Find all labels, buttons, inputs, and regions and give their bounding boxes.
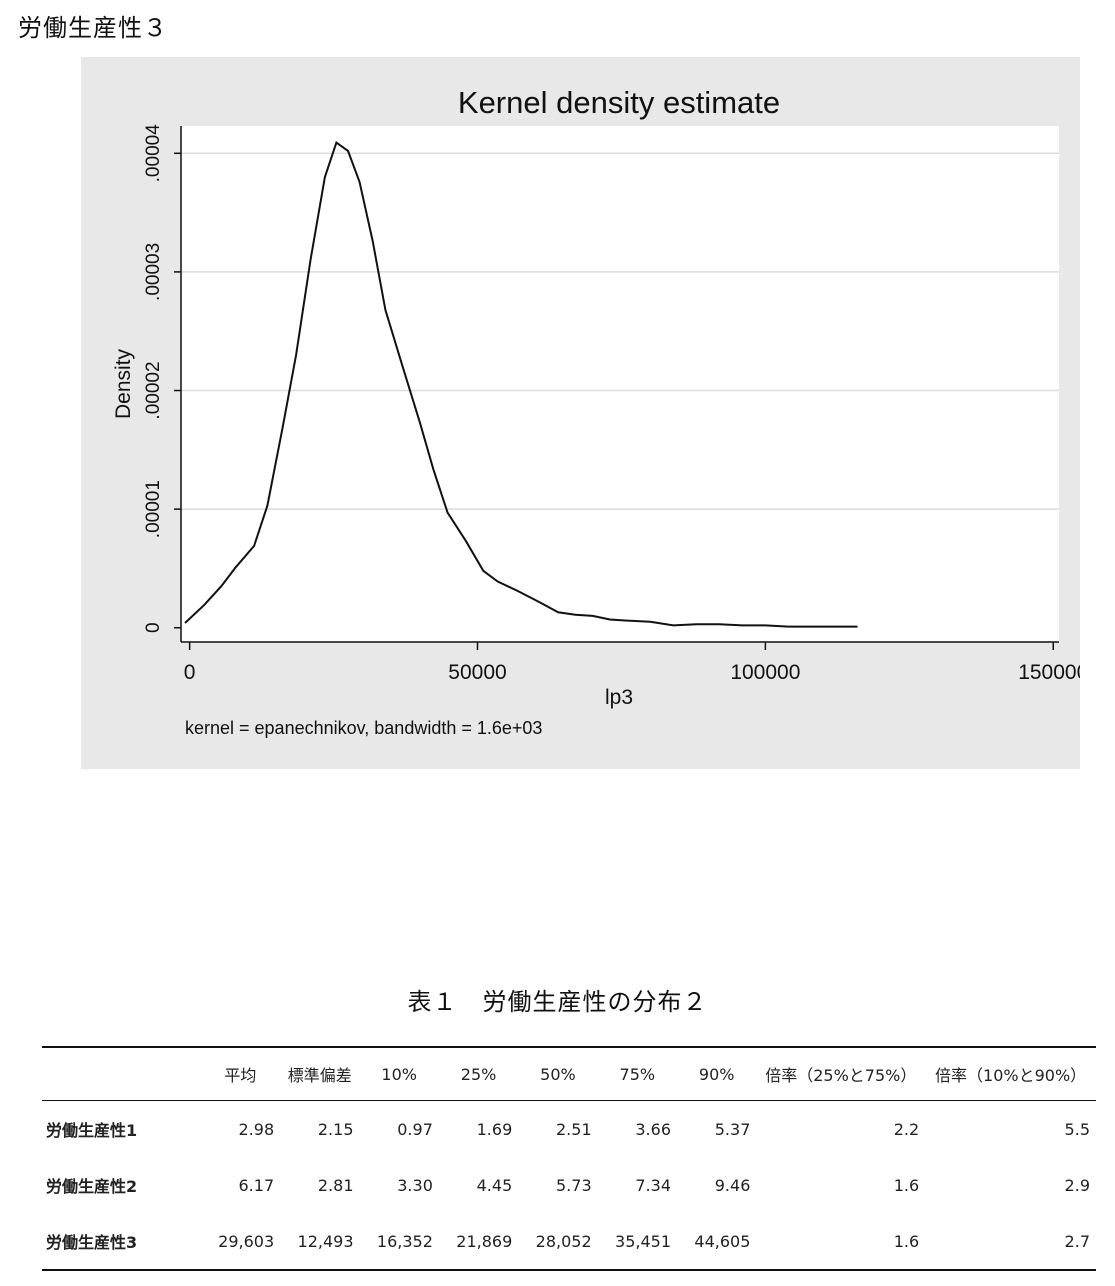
table-cell: 1.6	[893, 1231, 920, 1251]
chart-panel: Kernel density estimate 0 .00001 .00002 .00…	[81, 57, 1080, 769]
table-cell: 28,052	[535, 1231, 592, 1251]
x-axis-label: lp3	[605, 686, 633, 709]
y-tick-label: .00001	[143, 480, 164, 538]
table-cell: 1.69	[476, 1119, 513, 1139]
table-cell: 2.98	[238, 1119, 275, 1139]
table-cell: 16,352	[376, 1231, 433, 1251]
table-cell: 2.2	[893, 1119, 920, 1139]
table-cell: 35,451	[615, 1231, 671, 1251]
x-tick-label: 150000	[1018, 661, 1080, 684]
table-row: 労働生産性3 29,603 12,493 16,352 21,869 28,05…	[42, 1213, 1096, 1270]
kernel-note: kernel = epanechnikov, bandwidth = 1.6e+…	[185, 718, 542, 738]
x-tick-label: 100000	[730, 661, 800, 684]
x-tick-label: 50000	[448, 661, 506, 684]
chart-title: Kernel density estimate	[458, 85, 780, 120]
table-cell: 2.9	[1064, 1175, 1090, 1195]
density-chart: Kernel density estimate 0 .00001 .00002 .00…	[112, 85, 1080, 738]
table-cell: 5.73	[556, 1175, 592, 1195]
table-title: 表１ 労働生産性の分布２	[407, 988, 708, 1016]
table-cell: 3.30	[397, 1175, 433, 1195]
page-heading: 労働生産性３	[18, 14, 168, 42]
table-cell: 5.5	[1064, 1119, 1090, 1139]
y-tick-label: .00004	[143, 124, 164, 183]
header-cell: 25%	[438, 1047, 519, 1101]
table-row: 労働生産性2 6.17 2.81 3.30 4.45 5.73 7.34 9.4…	[42, 1157, 1096, 1213]
row-label: 労働生産性3	[46, 1233, 138, 1252]
table-cell: 2.15	[317, 1119, 354, 1139]
header-cell: 50%	[518, 1047, 598, 1101]
y-tick-label: .00003	[143, 243, 164, 301]
table-header-row: 平均 標準偏差 10% 25% 50% 75% 90% 倍率（25%と75%） …	[42, 1047, 1096, 1101]
header-cell: 90%	[677, 1047, 757, 1101]
table-cell: 6.17	[238, 1175, 275, 1195]
y-tick-label: 0	[143, 622, 164, 633]
x-tick-label: 0	[184, 661, 196, 684]
header-cell: 75%	[597, 1047, 677, 1101]
table-cell: 3.66	[635, 1119, 671, 1139]
y-tick-label: .00002	[143, 361, 164, 419]
table-cell: 4.45	[476, 1175, 513, 1195]
y-axis-label: Density	[112, 348, 135, 419]
table-cell: 2.51	[556, 1119, 592, 1139]
table-cell: 29,603	[218, 1231, 275, 1251]
distribution-table: 平均 標準偏差 10% 25% 50% 75% 90% 倍率（25%と75%） …	[42, 1046, 1096, 1271]
row-label: 労働生産性1	[46, 1121, 138, 1140]
table-cell: 7.34	[635, 1175, 671, 1195]
table-cell: 44,605	[694, 1231, 751, 1251]
row-label: 労働生産性2	[46, 1177, 138, 1196]
header-cell: 平均	[200, 1047, 281, 1101]
header-cell: 倍率（10%と90%）	[925, 1047, 1096, 1101]
table-cell: 9.46	[714, 1175, 751, 1195]
table-cell: 2.7	[1064, 1231, 1090, 1251]
table-row: 労働生産性1 2.98 2.15 0.97 1.69 2.51 3.66 5.3…	[42, 1101, 1096, 1158]
plot-area	[181, 126, 1059, 642]
table-cell: 12,493	[297, 1231, 354, 1251]
header-cell: 倍率（25%と75%）	[756, 1047, 926, 1101]
table-cell: 21,869	[456, 1231, 513, 1251]
header-cell	[42, 1047, 201, 1101]
table-cell: 5.37	[714, 1119, 751, 1139]
table-cell: 1.6	[893, 1175, 920, 1195]
header-cell: 10%	[359, 1047, 439, 1101]
header-cell: 標準偏差	[280, 1047, 360, 1101]
table-cell: 2.81	[317, 1175, 354, 1195]
table-cell: 0.97	[397, 1119, 433, 1139]
density-curve	[184, 140, 858, 628]
